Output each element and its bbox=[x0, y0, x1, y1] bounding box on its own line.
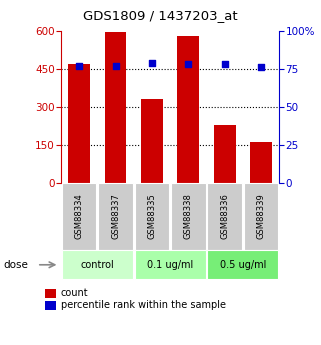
Text: GSM88336: GSM88336 bbox=[220, 194, 229, 239]
Bar bbox=[214, 125, 236, 183]
Bar bbox=[250, 142, 272, 183]
Text: GSM88338: GSM88338 bbox=[184, 194, 193, 239]
Text: 0.1 ug/ml: 0.1 ug/ml bbox=[147, 260, 193, 270]
Bar bbox=[68, 64, 90, 183]
Point bbox=[258, 65, 264, 70]
Bar bbox=[141, 99, 163, 183]
Text: GDS1809 / 1437203_at: GDS1809 / 1437203_at bbox=[83, 9, 238, 22]
Text: GSM88339: GSM88339 bbox=[256, 194, 265, 239]
Point bbox=[149, 60, 154, 66]
Text: dose: dose bbox=[3, 260, 28, 270]
Point bbox=[222, 62, 227, 67]
Text: control: control bbox=[81, 260, 114, 270]
Point bbox=[113, 63, 118, 69]
Bar bbox=[178, 36, 199, 183]
Text: count: count bbox=[61, 288, 89, 298]
Text: 0.5 ug/ml: 0.5 ug/ml bbox=[220, 260, 266, 270]
Bar bbox=[105, 32, 126, 183]
Point bbox=[77, 63, 82, 69]
Text: percentile rank within the sample: percentile rank within the sample bbox=[61, 300, 226, 310]
Text: GSM88334: GSM88334 bbox=[75, 194, 84, 239]
Text: GSM88335: GSM88335 bbox=[147, 194, 156, 239]
Point bbox=[186, 62, 191, 67]
Text: GSM88337: GSM88337 bbox=[111, 194, 120, 239]
